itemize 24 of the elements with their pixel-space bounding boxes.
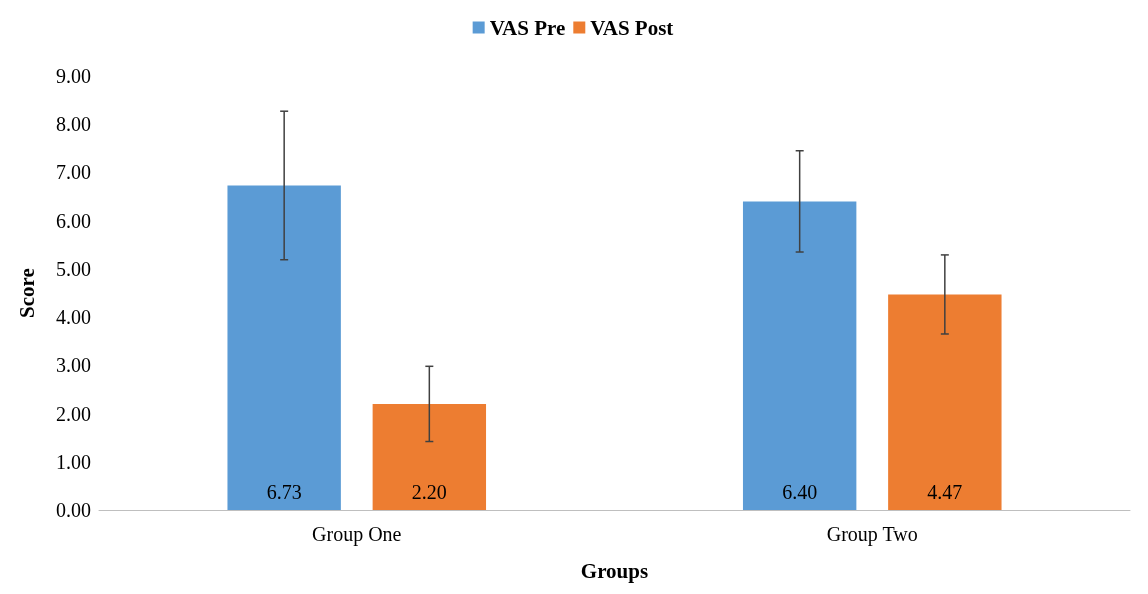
y-tick-label: 1.00 <box>56 450 91 473</box>
data-label: 4.47 <box>927 481 963 503</box>
y-tick-label: 3.00 <box>56 354 91 377</box>
bar <box>227 185 341 510</box>
legend-label: VAS Post <box>590 15 674 40</box>
x-tick-label: Group One <box>312 523 402 546</box>
data-label: 6.73 <box>266 481 302 503</box>
y-tick-label: 0.00 <box>56 499 91 521</box>
y-axis-title: Score <box>14 268 39 318</box>
y-tick-label: 5.00 <box>56 257 91 280</box>
legend-label: VAS Pre <box>489 15 566 40</box>
y-tick-label: 6.00 <box>56 209 91 232</box>
x-tick-label: Group Two <box>826 523 918 546</box>
y-tick-label: 8.00 <box>56 113 91 136</box>
y-tick-label: 2.00 <box>56 402 91 425</box>
bar <box>742 201 857 510</box>
bar <box>372 403 487 510</box>
bar <box>888 294 1002 510</box>
y-tick-label: 7.00 <box>56 161 91 184</box>
data-label: 2.20 <box>411 481 447 503</box>
x-axis-title: Groups <box>580 558 649 583</box>
data-label: 6.40 <box>782 481 818 503</box>
y-tick-label: 4.00 <box>56 306 91 329</box>
y-tick-label: 9.00 <box>56 65 91 87</box>
